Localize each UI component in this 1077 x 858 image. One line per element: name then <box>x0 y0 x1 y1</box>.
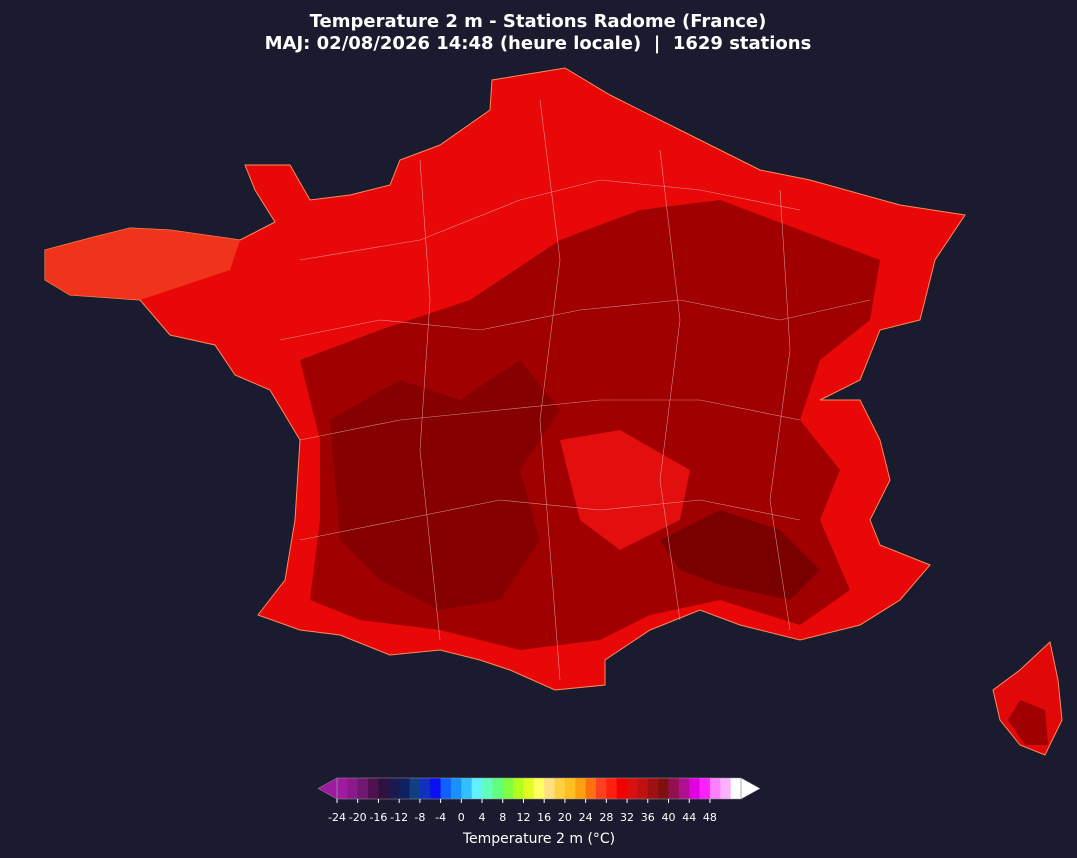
colorbar-segment <box>378 778 390 799</box>
colorbar-tick-label: 16 <box>537 811 551 824</box>
colorbar-segment <box>564 778 576 799</box>
title: Temperature 2 m - Stations Radome (Franc… <box>310 11 767 32</box>
colorbar-segment <box>658 778 669 799</box>
border <box>299 179 801 261</box>
colorbar-tick-label: -16 <box>369 811 387 824</box>
colorbar-segment <box>720 778 732 799</box>
colorbar-segment <box>595 778 607 799</box>
colorbar-segment <box>430 778 442 799</box>
colorbar-tick-label: -4 <box>435 811 446 824</box>
colorbar-segment <box>461 778 473 799</box>
colorbar-label: Temperature 2 m (°C) <box>462 831 615 847</box>
colorbar-segment <box>647 778 659 799</box>
colorbar-segment <box>533 778 545 799</box>
colorbar-segment <box>637 778 649 799</box>
colorbar-tick-label: 12 <box>516 811 530 824</box>
colorbar-tick-label: 20 <box>558 811 572 824</box>
colorbar-frame <box>336 777 742 800</box>
corsica-hot <box>1008 700 1048 745</box>
colorbar-segment <box>399 778 411 799</box>
colorbar-segment <box>554 778 566 799</box>
colorbar-tick-label: -20 <box>349 811 367 824</box>
colorbar-segment <box>627 778 638 799</box>
colorbar-tick-label: 28 <box>599 811 613 824</box>
colorbar-segment <box>492 778 504 799</box>
colorbar-tick-label: 4 <box>479 811 486 824</box>
colorbar-tick-label: 48 <box>703 811 717 824</box>
colorbar-tick-label: -8 <box>414 811 425 824</box>
colorbar-segment <box>450 778 462 799</box>
colorbar-tick-label: 36 <box>641 811 655 824</box>
border <box>299 499 801 541</box>
colorbar-segment <box>678 778 690 799</box>
colorbar-segment <box>388 778 400 799</box>
department-borders <box>279 99 871 681</box>
colorbar-tick-label: -24 <box>328 811 346 824</box>
warm-band <box>560 430 690 550</box>
colorbar-segment <box>585 778 597 799</box>
colorbar-segment <box>513 778 524 799</box>
subtitle: MAJ: 02/08/2026 14:48 (heure locale) | 1… <box>265 33 812 54</box>
border <box>539 99 561 681</box>
colorbar-tick-label: 44 <box>682 811 696 824</box>
colorbar-segment <box>689 778 701 799</box>
colorbar-segment <box>440 778 452 799</box>
colorbar-segment <box>616 778 628 799</box>
colorbar-tick-label: 24 <box>579 811 593 824</box>
colorbar-segment <box>482 778 493 799</box>
border <box>279 299 871 341</box>
border <box>299 399 801 441</box>
colorbar-segment <box>347 778 359 799</box>
france-map <box>44 67 1063 756</box>
colorbar-segment <box>699 778 711 799</box>
colorbar-segment <box>523 778 535 799</box>
colorbar-segment <box>357 778 369 799</box>
colorbar-segment <box>575 778 587 799</box>
colorbar-segment <box>337 778 348 799</box>
colorbar-segment <box>544 778 556 799</box>
colorbar-segment <box>419 778 431 799</box>
colorbar-segment <box>668 778 680 799</box>
colorbar-segment <box>606 778 618 799</box>
colorbar-tick-label: 8 <box>499 811 506 824</box>
colorbar-segment <box>502 778 514 799</box>
hottest-zones <box>660 510 820 600</box>
colorbar-tick-label: 0 <box>458 811 465 824</box>
colorbar-segment <box>409 778 421 799</box>
border <box>659 149 681 621</box>
colorbar-segment <box>471 778 483 799</box>
border <box>769 189 791 631</box>
colorbar-segment <box>709 778 721 799</box>
colorbar: -24 -20 -16 -12 -8 -4 0 4 8 12 16 20 24 28 32 36 40 44 48 <box>317 777 761 824</box>
colorbar-segment <box>368 778 379 799</box>
colorbar-tick-label: 40 <box>661 811 675 824</box>
coastal-warm-zone <box>45 228 240 300</box>
colorbar-tick-label: 32 <box>620 811 634 824</box>
colorbar-segment <box>730 778 742 799</box>
border <box>419 159 441 641</box>
colorbar-tick-label: -12 <box>390 811 408 824</box>
